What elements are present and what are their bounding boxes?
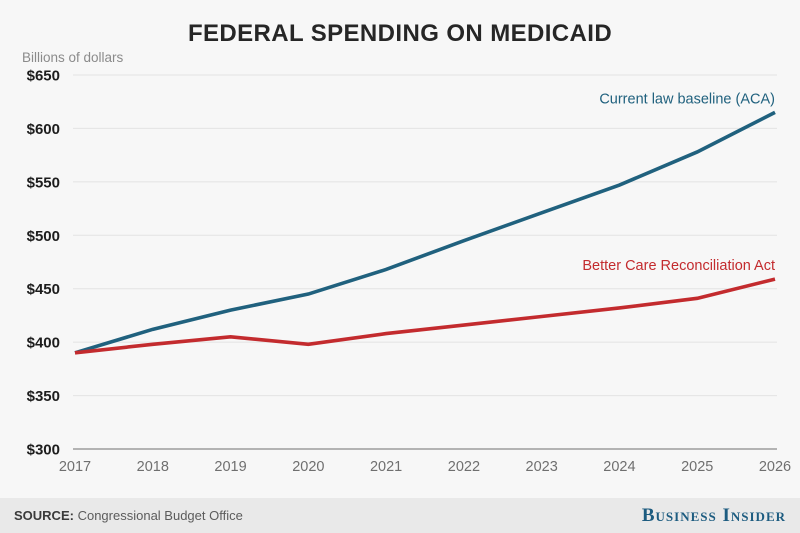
- x-tick-label: 2024: [603, 459, 635, 475]
- x-tick-label: 2021: [370, 459, 402, 475]
- x-tick-label: 2018: [137, 459, 169, 475]
- x-tick-label: 2020: [292, 459, 324, 475]
- y-axis-title: Billions of dollars: [22, 50, 124, 65]
- series-label-current-law-baseline-aca: Current law baseline (ACA): [599, 91, 775, 107]
- x-tick-label: 2023: [526, 459, 558, 475]
- x-tick-label: 2019: [214, 459, 246, 475]
- series-line-current-law-baseline-aca: [74, 110, 776, 355]
- business-insider-logo: Business Insider: [641, 504, 786, 526]
- series-line-better-care-reconciliation-act: [74, 277, 776, 355]
- y-tick-label: $450: [27, 281, 60, 298]
- source-label: SOURCE:: [14, 508, 74, 523]
- y-tick-label: $600: [27, 121, 60, 138]
- y-tick-label: $650: [27, 68, 60, 85]
- footer-bar: SOURCE: Congressional Budget Office Busi…: [0, 498, 800, 533]
- y-tick-label: $300: [27, 442, 60, 459]
- y-tick-label: $500: [27, 228, 60, 245]
- source-credit: SOURCE: Congressional Budget Office: [14, 508, 243, 523]
- y-tick-label: $400: [27, 335, 60, 352]
- series-label-better-care-reconciliation-act: Better Care Reconciliation Act: [582, 258, 775, 274]
- x-tick-label: 2026: [759, 459, 791, 475]
- y-tick-label: $350: [27, 388, 60, 405]
- y-tick-label: $550: [27, 174, 60, 191]
- spending-line-chart: $300 $350 $400 $450 $500 $550 $600 $650 2017 2018…: [27, 68, 792, 476]
- x-tick-label: 2022: [448, 459, 480, 475]
- x-tick-label: 2025: [681, 459, 713, 475]
- source-text: Congressional Budget Office: [77, 508, 243, 523]
- chart-title: FEDERAL SPENDING ON MEDICAID: [187, 20, 613, 47]
- x-tick-label: 2017: [59, 459, 91, 475]
